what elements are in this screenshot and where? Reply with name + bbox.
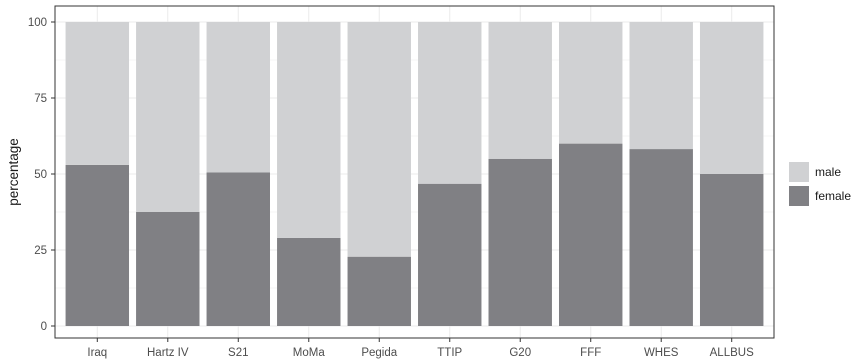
bar-male-allbus [699,22,764,174]
x-tick-label: ALLBUS [710,347,754,359]
x-tick-label: Pegida [361,347,397,359]
y-tick-label: 50 [34,169,47,181]
bar-female-iraq [65,164,130,326]
y-axis-title: percentage [6,138,21,206]
bar-male-hartz-iv [136,22,200,212]
legend-label-male: male [815,165,841,179]
bar-female-g20 [488,158,552,326]
bar-male-fff [559,22,623,144]
x-tick-label: FFF [580,347,601,359]
bar-male-moma [277,22,341,238]
y-tick-label: 0 [41,321,47,333]
y-tick-label: 100 [28,17,47,29]
bar-male-ttip [418,22,482,184]
bar-male-g20 [488,22,552,159]
x-tick-label: Hartz IV [147,347,189,359]
legend: male female [789,162,851,206]
bars-group [65,22,764,326]
x-tick-label: WHES [644,347,679,359]
bar-female-s21 [206,172,270,326]
y-tick-label: 75 [34,93,47,105]
bar-male-whes [629,22,693,150]
bar-female-whes [629,149,693,326]
x-tick-label: S21 [228,347,248,359]
bar-female-allbus [699,174,764,326]
bar-female-fff [559,143,623,326]
legend-key-female [789,186,809,206]
x-tick-label: TTIP [437,347,462,359]
x-tick-label: MoMa [293,347,326,359]
y-axis: 0 25 50 75 100 [28,17,55,333]
bar-male-s21 [206,22,270,173]
x-tick-label: G20 [509,347,531,359]
y-tick-label: 25 [34,245,47,257]
plot-panel-border [54,5,775,339]
legend-key-male [789,162,809,182]
bar-male-iraq [65,22,130,165]
x-tick-label: Iraq [87,347,107,359]
bar-male-pegida [347,22,411,257]
bar-female-moma [277,237,341,326]
bar-female-ttip [418,183,482,326]
x-axis: Iraq Hartz IV S21 MoMa Pegida TTIP G20 FFF WHES A… [87,338,754,359]
bar-female-hartz-iv [136,212,200,326]
bar-female-pegida [347,256,411,326]
legend-label-female: female [815,189,851,203]
